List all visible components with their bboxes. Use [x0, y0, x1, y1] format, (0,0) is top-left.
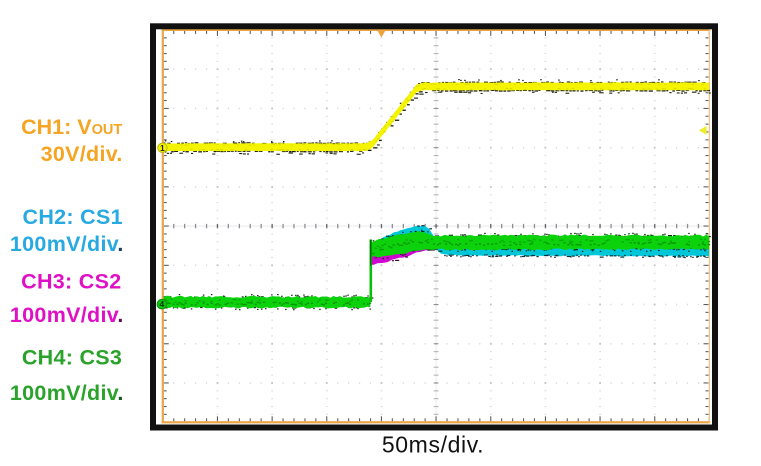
svg-text:CH1: VOUT: CH1: VOUT [21, 115, 122, 139]
svg-text:100mV/div.: 100mV/div. [10, 381, 124, 405]
svg-text:CH3: CS2: CH3: CS2 [21, 270, 121, 294]
svg-text:30V/div.: 30V/div. [41, 142, 123, 166]
svg-text:4: 4 [160, 299, 165, 309]
svg-text:50ms/div.: 50ms/div. [382, 432, 484, 458]
svg-text:CH4: CS3: CH4: CS3 [22, 346, 122, 370]
svg-text:100mV/div.: 100mV/div. [10, 303, 124, 327]
svg-text:CH2: CS1: CH2: CS1 [23, 205, 123, 229]
svg-text:1: 1 [160, 143, 165, 153]
svg-text:100mV/div.: 100mV/div. [10, 232, 124, 256]
